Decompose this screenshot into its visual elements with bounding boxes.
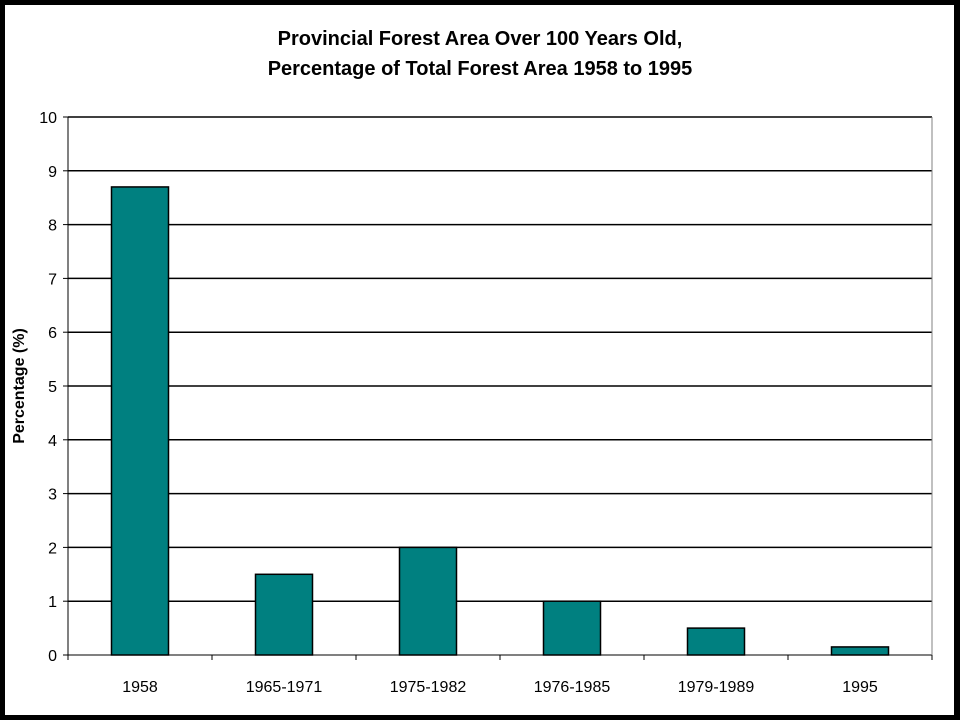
- bar-1995: [830, 646, 890, 656]
- x-tick-label: 1976-1985: [534, 679, 611, 696]
- x-tick-label: 1958: [122, 679, 158, 696]
- y-tick-label: 5: [48, 379, 57, 396]
- x-tick-label: 1965-1971: [246, 679, 323, 696]
- x-tick-label: 1975-1982: [390, 679, 467, 696]
- x-ticks: 1958 1965-1971 1975-1982 1976-1985 1979-1989…: [67, 655, 933, 696]
- bars: [110, 186, 890, 656]
- y-tick-label: 7: [48, 271, 57, 288]
- bar-1976-1985: [542, 600, 602, 656]
- chart-title: Provincial Forest Area Over 100 Years Ol…: [277, 28, 683, 50]
- y-tick-label: 9: [48, 164, 57, 181]
- bar-1965-1971: [254, 573, 314, 656]
- y-axis-title: Percentage (%): [11, 328, 28, 444]
- chart-subtitle: Percentage of Total Forest Area 1958 to …: [267, 58, 693, 80]
- y-ticks: 0 1 2 3 4 5 6 7 8 9 10: [39, 110, 68, 665]
- bar-1979-1989: [686, 627, 746, 656]
- y-tick-label: 8: [48, 218, 57, 235]
- y-tick-label: 3: [48, 487, 57, 504]
- bar-1958: [110, 186, 170, 656]
- y-tick-label: 0: [48, 648, 57, 665]
- x-tick-label: 1979-1989: [678, 679, 755, 696]
- y-tick-label: 6: [48, 325, 57, 342]
- y-tick-label: 10: [39, 110, 57, 127]
- x-tick-label: 1995: [842, 679, 878, 696]
- y-tick-label: 1: [48, 594, 57, 611]
- y-tick-label: 4: [48, 433, 57, 450]
- gridlines: [68, 116, 932, 602]
- y-tick-label: 2: [48, 540, 57, 557]
- bar-1975-1982: [398, 546, 458, 656]
